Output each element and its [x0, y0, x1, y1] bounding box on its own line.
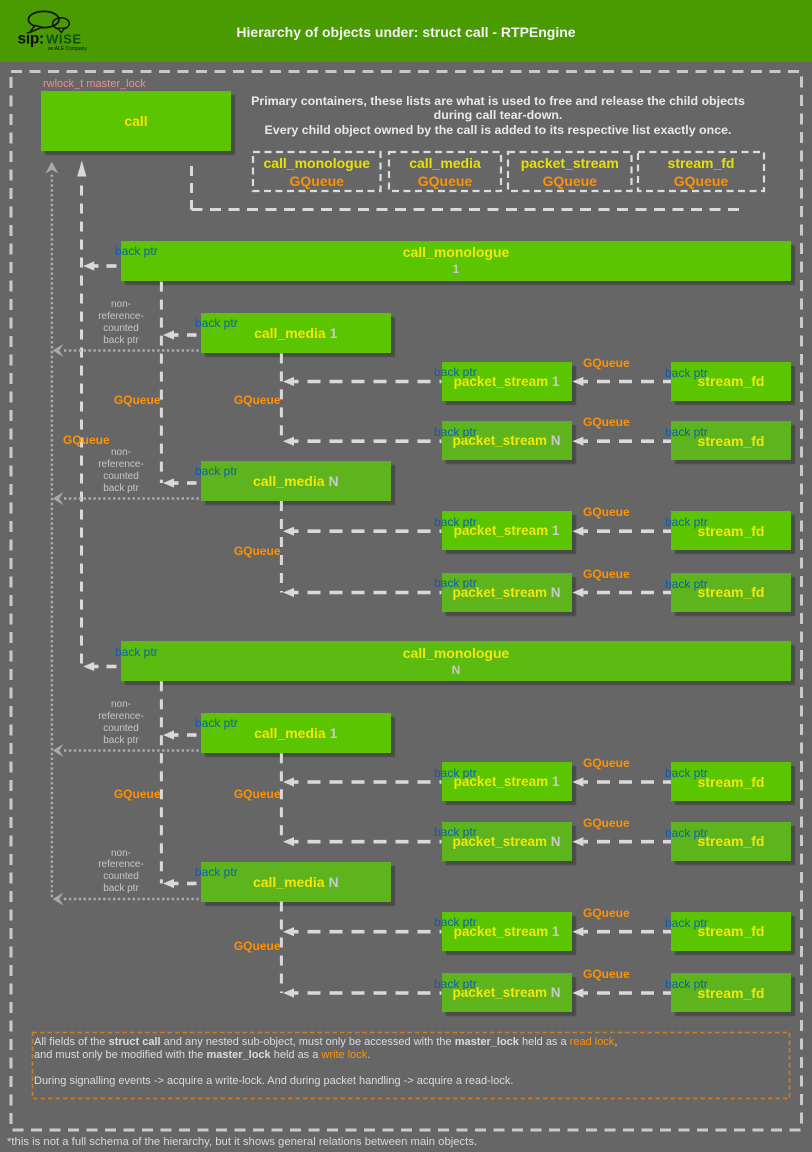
svg-text:WISE: WISE	[46, 31, 82, 46]
svg-text:sip:: sip:	[18, 30, 44, 47]
svg-text:an ALE Company: an ALE Company	[48, 46, 87, 52]
